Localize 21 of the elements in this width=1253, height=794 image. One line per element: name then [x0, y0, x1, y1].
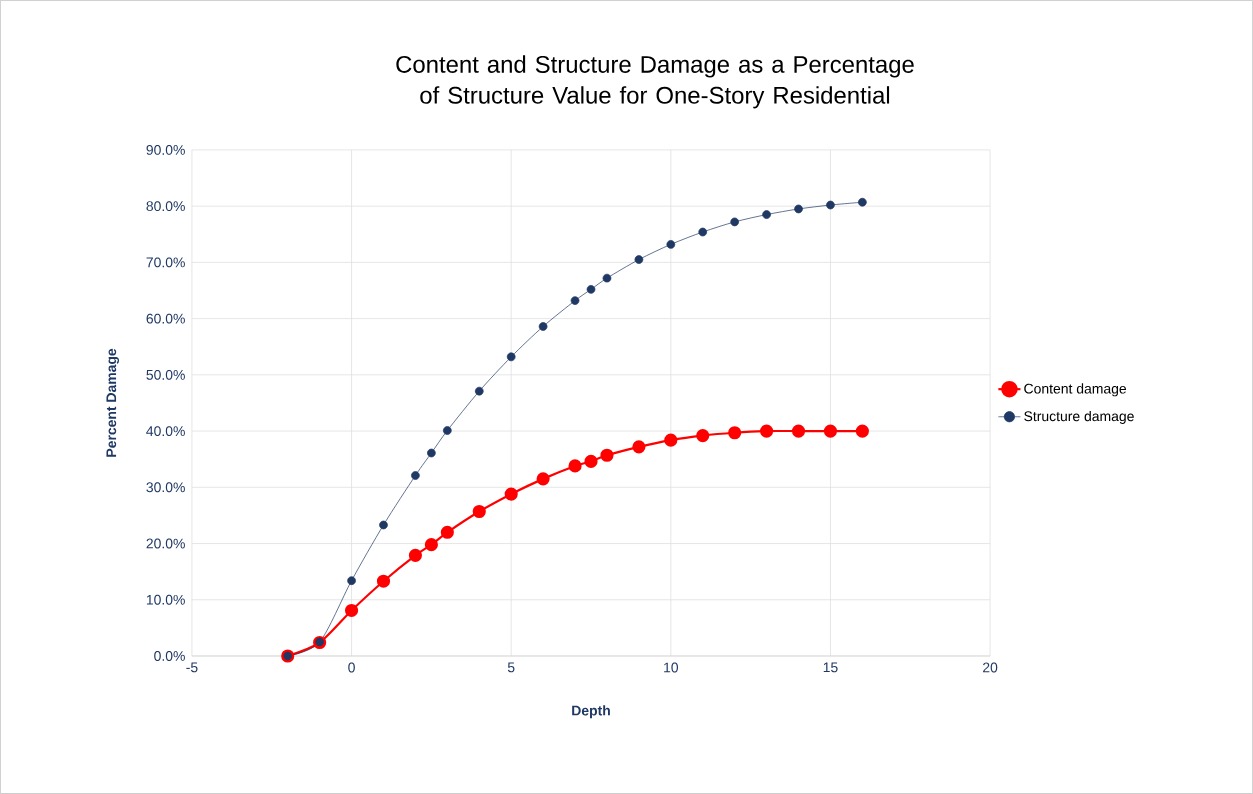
chart-title: Content and Structure Damage as a Percentage of Structure Value for One-Story Residential [396, 55, 914, 109]
legend-label: Structure damage [1024, 410, 1134, 424]
y-axis-title: Percent Damage [106, 348, 120, 457]
y-tick-label: 70.0% [146, 257, 185, 268]
y-tick-label: 50.0% [146, 369, 185, 380]
y-tick-label: 10.0% [146, 594, 185, 605]
x-axis-title: Depth [572, 705, 610, 719]
x-tick-label: 15 [823, 662, 838, 673]
x-tick-label: 20 [983, 662, 998, 673]
y-tick-label: 40.0% [146, 426, 185, 437]
x-tick-label: 0 [348, 662, 355, 673]
legend-label: Content damage [1024, 383, 1127, 397]
y-tick-label: 90.0% [146, 145, 185, 155]
x-tick-label: -5 [186, 662, 198, 673]
y-tick-label: 20.0% [146, 538, 185, 549]
x-tick-label: 10 [664, 662, 679, 673]
y-tick-label: 60.0% [146, 313, 185, 324]
y-tick-label: 30.0% [146, 482, 185, 493]
x-tick-label: 5 [507, 662, 515, 673]
y-tick-label: 80.0% [146, 201, 185, 212]
y-tick-label: 0.0% [154, 651, 185, 661]
